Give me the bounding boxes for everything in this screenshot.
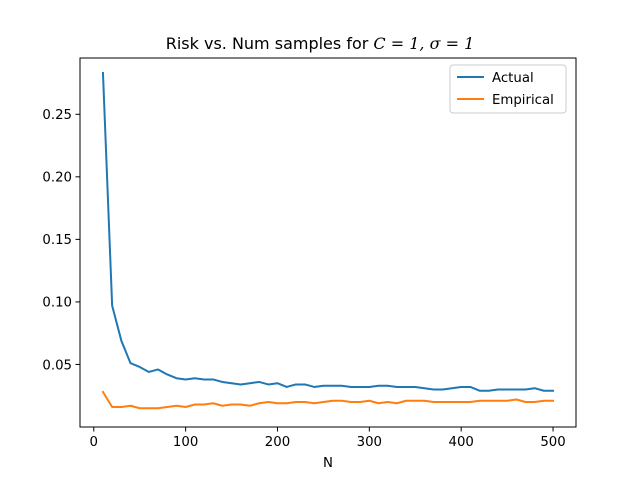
y-tick-label: 0.10 [42, 296, 72, 311]
series-line-empirical [101, 390, 555, 410]
y-tick-label: 0.25 [42, 108, 72, 123]
x-tick-label: 300 [357, 435, 382, 450]
legend-label-actual: Actual [492, 71, 534, 86]
chart-title-text: Risk vs. Num samples for [166, 34, 374, 53]
legend-label-empirical: Empirical [492, 93, 554, 108]
x-tick-label: 100 [173, 435, 198, 450]
series-layer [101, 71, 555, 410]
chart-title: Risk vs. Num samples for C = 1, σ = 1 [166, 34, 475, 53]
x-tick-label: 200 [265, 435, 290, 450]
x-tick-label: 400 [448, 435, 473, 450]
y-tick-label: 0.20 [42, 171, 72, 186]
x-tick-label: 500 [540, 435, 565, 450]
y-tick-label: 0.05 [42, 358, 72, 373]
plot-frame [79, 57, 577, 428]
series-line-actual [101, 71, 555, 392]
axes-layer: 0 100 200 300 400 500 0.05 0.10 0.15 0.20 0.25 [42, 57, 577, 450]
y-tick-label: 0.15 [42, 233, 72, 248]
x-axis-label: N [323, 456, 333, 471]
x-tick-label: 0 [90, 435, 98, 450]
legend: Actual Empirical [449, 64, 567, 114]
chart-title-math: C = 1, σ = 1 [373, 34, 474, 53]
